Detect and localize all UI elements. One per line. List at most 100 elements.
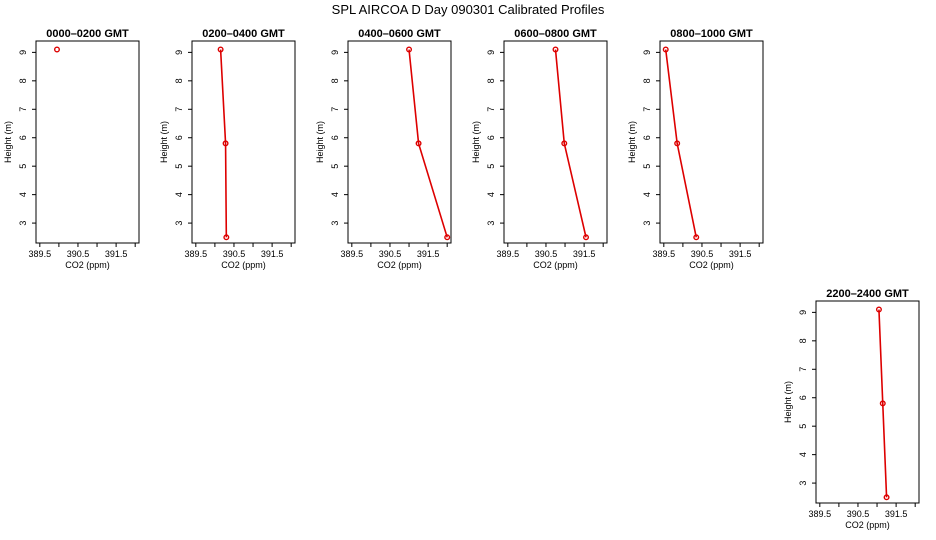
x-tick-label: 389.5 [497, 249, 520, 259]
profile-line [219, 49, 228, 238]
plot-frame [503, 40, 608, 244]
profile-line [664, 49, 698, 238]
x-axis-label: CO2 (ppm) [221, 260, 266, 270]
y-tick-label: 8 [642, 78, 652, 83]
x-tick-label: 391.5 [729, 249, 752, 259]
plot-frame [815, 300, 920, 504]
panel-title: 0000–0200 GMT [46, 28, 129, 40]
panel-title: 0200–0400 GMT [202, 28, 285, 40]
x-tick-label: 390.5 [67, 249, 90, 259]
x-tick-label: 391.5 [573, 249, 596, 259]
y-tick-label: 9 [18, 50, 28, 55]
figure-title: SPL AIRCOA D Day 090301 Calibrated Profi… [332, 2, 605, 17]
y-tick-label: 5 [798, 424, 808, 429]
x-tick-label: 390.5 [691, 249, 714, 259]
x-tick-label: 390.5 [535, 249, 558, 259]
data-point [444, 234, 451, 241]
x-axis-label: CO2 (ppm) [65, 260, 110, 270]
x-axis-label: CO2 (ppm) [533, 260, 578, 270]
y-tick-label: 8 [174, 78, 184, 83]
x-tick-label: 390.5 [379, 249, 402, 259]
profile-line [554, 49, 587, 238]
y-tick-label: 4 [174, 192, 184, 197]
data-point [879, 400, 886, 407]
x-tick-label: 389.5 [29, 249, 52, 259]
data-point [583, 234, 590, 241]
y-tick-label: 6 [174, 135, 184, 140]
y-tick-label: 3 [174, 221, 184, 226]
y-axis-label: Height (m) [471, 121, 481, 163]
y-tick-label: 8 [486, 78, 496, 83]
y-tick-label: 8 [330, 78, 340, 83]
data-point [674, 140, 681, 147]
panel-5: 0800–1000 GMT 389.5 390.5 391.5 3 4 5 6 7 8 9 CO2 (… [627, 28, 764, 270]
data-point [883, 494, 890, 501]
y-tick-label: 7 [174, 107, 184, 112]
y-tick-label: 5 [18, 164, 28, 169]
data-point [693, 234, 700, 241]
profile-panels: 0000–0200 GMT 389.5 390.5 391.5 3 4 5 6 7 8 9 CO2 (… [3, 28, 920, 530]
y-axis-label: Height (m) [159, 121, 169, 163]
y-tick-label: 7 [798, 367, 808, 372]
y-tick-label: 3 [18, 221, 28, 226]
panel-4: 0600–0800 GMT 389.5 390.5 391.5 3 4 5 6 7 8 9 CO2 (… [471, 28, 608, 270]
plot-frame [191, 40, 296, 244]
x-tick-label: 391.5 [105, 249, 128, 259]
data-point [552, 46, 559, 53]
y-axis-label: Height (m) [627, 121, 637, 163]
panel-title: 0800–1000 GMT [670, 28, 753, 40]
y-tick-label: 3 [486, 221, 496, 226]
data-point [662, 46, 669, 53]
y-axis-label: Height (m) [783, 381, 793, 423]
y-tick-label: 6 [642, 135, 652, 140]
y-tick-label: 4 [642, 192, 652, 197]
data-point [561, 140, 568, 147]
panel-2: 0200–0400 GMT 389.5 390.5 391.5 3 4 5 6 7 8 9 CO2 (… [159, 28, 296, 270]
x-axis-label: CO2 (ppm) [689, 260, 734, 270]
x-tick-label: 389.5 [809, 509, 832, 519]
y-tick-label: 4 [798, 452, 808, 457]
data-point [406, 46, 413, 53]
y-tick-label: 8 [18, 78, 28, 83]
y-tick-label: 6 [18, 135, 28, 140]
x-tick-label: 391.5 [261, 249, 284, 259]
data-point [217, 46, 224, 53]
y-tick-label: 9 [642, 50, 652, 55]
plot-frame [659, 40, 764, 244]
panel-title: 0600–0800 GMT [514, 28, 597, 40]
profile-line [408, 49, 448, 238]
y-tick-label: 3 [642, 221, 652, 226]
y-tick-label: 5 [330, 164, 340, 169]
plot-frame [347, 40, 452, 244]
data-point [415, 140, 422, 147]
y-tick-label: 4 [330, 192, 340, 197]
y-tick-label: 3 [798, 481, 808, 486]
panel-6: 2200–2400 GMT 389.5 390.5 391.5 3 4 5 6 7 8 9 CO2 (… [783, 288, 920, 530]
y-tick-label: 4 [486, 192, 496, 197]
y-tick-label: 9 [174, 50, 184, 55]
y-tick-label: 3 [330, 221, 340, 226]
y-tick-label: 4 [18, 192, 28, 197]
y-tick-label: 5 [642, 164, 652, 169]
data-point [223, 234, 230, 241]
x-tick-label: 391.5 [417, 249, 440, 259]
y-axis-label: Height (m) [3, 121, 13, 163]
x-tick-label: 389.5 [653, 249, 676, 259]
data-point [875, 306, 882, 313]
x-axis-label: CO2 (ppm) [845, 520, 890, 530]
x-tick-label: 389.5 [341, 249, 364, 259]
y-tick-label: 9 [486, 50, 496, 55]
y-tick-label: 8 [798, 338, 808, 343]
y-tick-label: 7 [330, 107, 340, 112]
x-axis-label: CO2 (ppm) [377, 260, 422, 270]
plot-frame [35, 40, 140, 244]
y-axis-label: Height (m) [315, 121, 325, 163]
x-tick-label: 391.5 [885, 509, 908, 519]
panel-title: 0400–0600 GMT [358, 28, 441, 40]
y-tick-label: 6 [798, 395, 808, 400]
y-tick-label: 7 [486, 107, 496, 112]
y-tick-label: 6 [486, 135, 496, 140]
y-tick-label: 5 [486, 164, 496, 169]
x-tick-label: 389.5 [185, 249, 208, 259]
